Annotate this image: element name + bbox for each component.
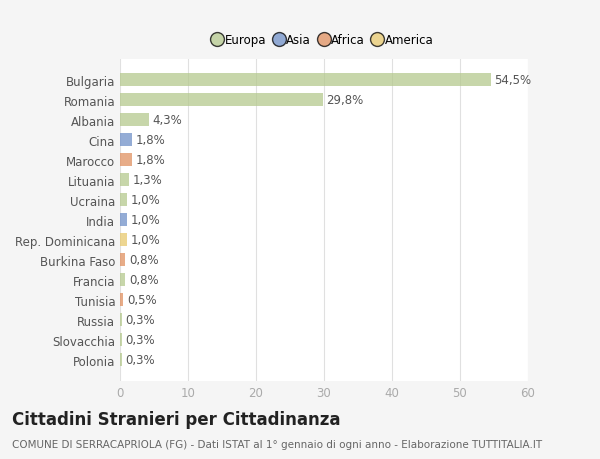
Bar xyxy=(120,353,122,366)
Bar xyxy=(120,214,127,227)
Text: 1,8%: 1,8% xyxy=(136,154,166,167)
Text: 1,8%: 1,8% xyxy=(136,134,166,147)
Text: 0,5%: 0,5% xyxy=(127,294,157,307)
Bar xyxy=(120,254,125,267)
Bar xyxy=(120,114,149,127)
Text: 0,3%: 0,3% xyxy=(125,313,155,326)
Text: 0,8%: 0,8% xyxy=(129,254,158,267)
Text: 0,3%: 0,3% xyxy=(125,333,155,347)
Bar xyxy=(120,194,127,207)
Text: 0,8%: 0,8% xyxy=(129,274,158,286)
Text: 1,0%: 1,0% xyxy=(130,234,160,247)
Bar xyxy=(120,134,132,147)
Text: 54,5%: 54,5% xyxy=(494,74,531,87)
Bar xyxy=(120,274,125,286)
Bar xyxy=(120,294,124,307)
Text: 1,3%: 1,3% xyxy=(132,174,162,187)
Bar xyxy=(120,313,122,326)
Text: 1,0%: 1,0% xyxy=(130,214,160,227)
Bar xyxy=(120,174,129,187)
Text: 0,3%: 0,3% xyxy=(125,353,155,366)
Text: COMUNE DI SERRACAPRIOLA (FG) - Dati ISTAT al 1° gennaio di ogni anno - Elaborazi: COMUNE DI SERRACAPRIOLA (FG) - Dati ISTA… xyxy=(12,440,542,449)
Text: Cittadini Stranieri per Cittadinanza: Cittadini Stranieri per Cittadinanza xyxy=(12,411,341,429)
Bar xyxy=(120,234,127,247)
Legend: Europa, Asia, Africa, America: Europa, Asia, Africa, America xyxy=(211,30,437,50)
Text: 1,0%: 1,0% xyxy=(130,194,160,207)
Bar xyxy=(120,334,122,347)
Bar xyxy=(120,74,491,87)
Text: 29,8%: 29,8% xyxy=(326,94,363,107)
Bar xyxy=(120,154,132,167)
Bar xyxy=(120,94,323,107)
Text: 4,3%: 4,3% xyxy=(152,114,182,127)
